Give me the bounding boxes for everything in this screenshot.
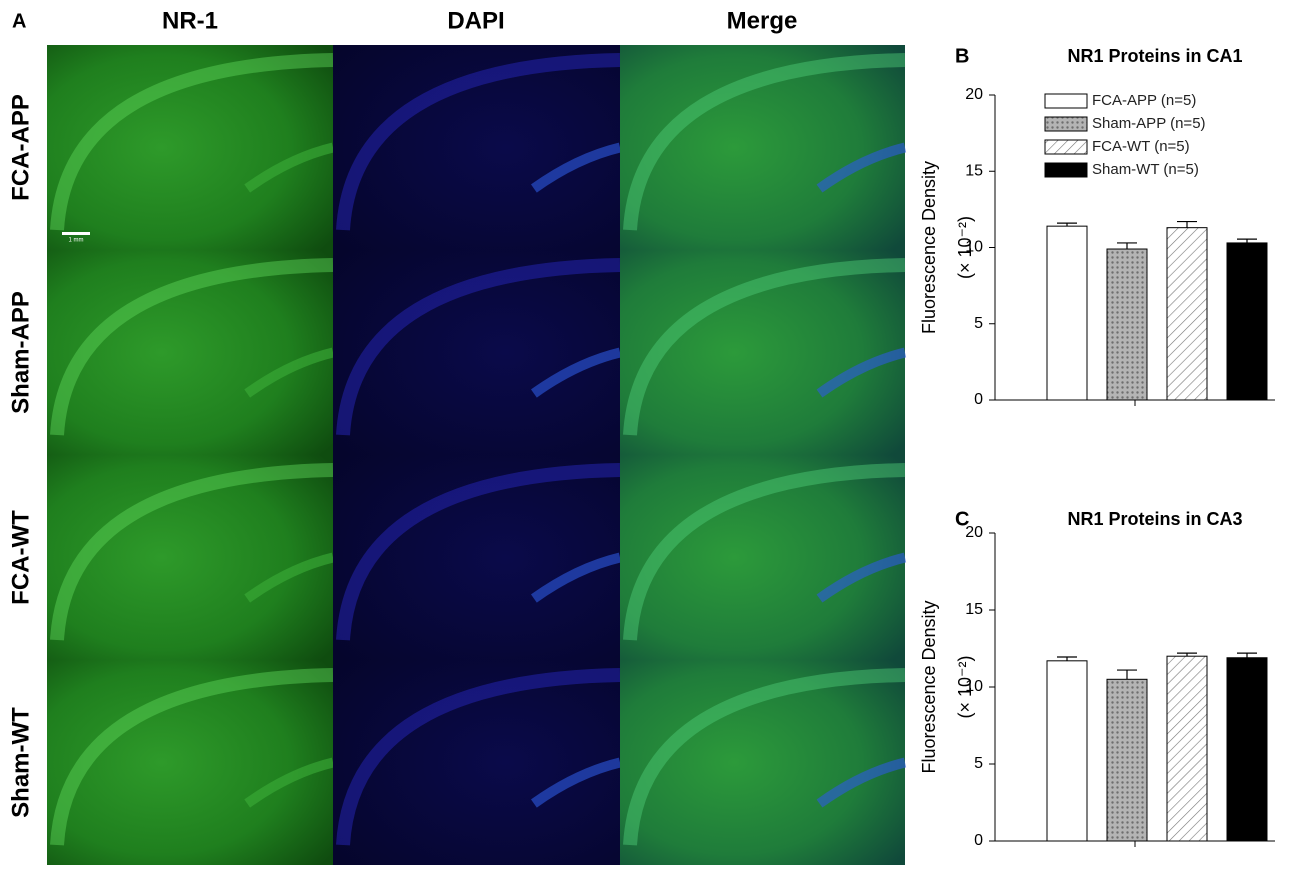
micrographs <box>47 45 907 865</box>
row-label: FCA-WT <box>7 510 34 605</box>
cell-layer <box>50 463 334 641</box>
cell-layer <box>623 668 906 846</box>
row-label: Sham-APP <box>7 291 34 414</box>
micrograph <box>47 660 333 865</box>
error-bar <box>1057 656 1077 661</box>
y-tick-label: 15 <box>965 162 983 179</box>
y-axis-label: (× 10⁻²) <box>955 655 975 718</box>
legend-swatch <box>1044 116 1088 132</box>
cell-layer <box>816 757 907 808</box>
column-label: NR-1 <box>162 7 218 34</box>
legend-swatch <box>1044 162 1088 178</box>
y-axis-label: Fluorescence Density <box>919 161 939 334</box>
column-label: Merge <box>727 7 798 34</box>
bar <box>1106 678 1148 842</box>
error-bar <box>1057 222 1077 227</box>
panel-label: B <box>955 45 969 67</box>
legend-label: Sham-WT (n=5) <box>1092 161 1199 178</box>
micrograph <box>333 660 620 865</box>
legend-label: FCA-WT (n=5) <box>1092 138 1190 155</box>
bar <box>1046 225 1088 401</box>
bar <box>1166 227 1208 401</box>
scale-bar-label: 1 mm <box>69 238 84 244</box>
cell-layer <box>530 347 622 398</box>
y-tick-label: 0 <box>974 832 983 849</box>
y-axis-label: Fluorescence Density <box>919 600 939 773</box>
cell-layer <box>623 463 906 641</box>
cell-layer <box>50 258 334 436</box>
error-bar <box>1237 652 1257 658</box>
y-tick-label: 5 <box>974 755 983 772</box>
error-bar <box>1177 652 1197 657</box>
micrograph <box>47 45 333 250</box>
panel-label: A <box>12 10 26 32</box>
legend-swatch <box>1044 93 1088 109</box>
cell-layer <box>530 142 622 193</box>
error-bar <box>1117 669 1137 680</box>
error-bar <box>1237 238 1257 243</box>
row-label: Sham-WT <box>7 707 34 818</box>
scale-bar <box>62 232 90 235</box>
error-bar <box>1177 220 1197 228</box>
y-tick-label: 10 <box>965 239 983 256</box>
legend-label: FCA-APP (n=5) <box>1092 92 1196 109</box>
cell-layer <box>816 552 907 603</box>
row-label: FCA-APP <box>7 94 34 201</box>
y-tick-label: 0 <box>974 391 983 408</box>
y-tick-label: 20 <box>965 524 983 541</box>
cell-layer <box>623 258 906 436</box>
legend-label: Sham-APP (n=5) <box>1092 115 1206 132</box>
cell-layer <box>50 668 334 846</box>
cell-layer <box>816 347 907 398</box>
y-tick-label: 20 <box>965 86 983 103</box>
error-bar <box>1117 242 1137 250</box>
micrograph <box>47 250 333 455</box>
micrograph <box>47 455 333 660</box>
cell-layer <box>50 53 334 231</box>
bar <box>1106 248 1148 401</box>
cell-layer <box>530 757 622 808</box>
bar <box>1226 657 1268 842</box>
y-tick-label: 15 <box>965 601 983 618</box>
cell-layer <box>336 53 621 231</box>
cell-layer <box>336 463 621 641</box>
bar <box>1046 660 1088 842</box>
cell-layer <box>244 142 335 193</box>
cell-layer <box>336 668 621 846</box>
cell-layer <box>623 53 906 231</box>
micrograph <box>620 660 905 865</box>
bar <box>1226 242 1268 401</box>
micrograph <box>620 455 905 660</box>
cell-layer <box>336 258 621 436</box>
cell-layer <box>530 552 622 603</box>
bar <box>1166 655 1208 842</box>
micrograph <box>333 455 620 660</box>
micrograph <box>333 45 620 250</box>
y-axis-label: (× 10⁻²) <box>955 216 975 279</box>
micrograph <box>333 250 620 455</box>
cell-layer <box>816 142 907 193</box>
cell-layer <box>244 757 335 808</box>
y-tick-label: 5 <box>974 315 983 332</box>
column-label: DAPI <box>447 7 504 34</box>
panel-label: C <box>955 508 969 530</box>
cell-layer <box>244 347 335 398</box>
legend-swatch <box>1044 139 1088 155</box>
micrograph <box>620 250 905 455</box>
chart-title: NR1 Proteins in CA3 <box>1067 509 1242 529</box>
chart-title: NR1 Proteins in CA1 <box>1067 46 1242 66</box>
cell-layer <box>244 552 335 603</box>
y-tick-label: 10 <box>965 678 983 695</box>
micrograph <box>620 45 905 250</box>
